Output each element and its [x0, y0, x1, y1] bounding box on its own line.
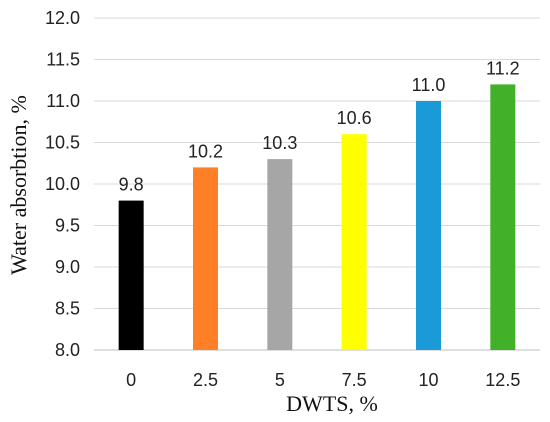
x-axis-ticks: 0 2.5 5 7.5 10 12.5 [126, 370, 520, 390]
x-tick-label: 0 [126, 370, 136, 390]
y-tick-label: 9.5 [55, 216, 80, 236]
x-tick-label: 7.5 [342, 370, 367, 390]
data-label: 11.0 [412, 75, 446, 95]
x-tick-label: 10 [418, 370, 438, 390]
y-tick-label: 8.0 [55, 340, 80, 360]
bar-7.5 [341, 134, 367, 350]
grid-layer [94, 17, 540, 351]
y-tick-label: 9.0 [55, 257, 80, 277]
x-tick-label: 5 [275, 370, 285, 390]
y-tick-label: 12.0 [45, 8, 80, 28]
bars [118, 84, 516, 351]
y-tick-label: 11.5 [46, 50, 80, 70]
y-tick-label: 11.0 [46, 91, 80, 111]
y-axis-title: Water absorbtion, % [6, 95, 31, 275]
data-label: 10.3 [262, 133, 297, 153]
bar-12.5 [490, 84, 516, 351]
data-label: 9.8 [119, 175, 144, 195]
bar-0 [118, 200, 144, 350]
y-tick-label: 10.5 [45, 133, 80, 153]
x-axis-title: DWTS, % [286, 391, 378, 416]
y-axis-ticks: 8.0 8.5 9.0 9.5 10.0 10.5 11.0 11.5 12.0 [45, 8, 80, 360]
data-label: 10.6 [337, 108, 372, 128]
data-label: 10.2 [188, 141, 223, 161]
y-tick-label: 10.0 [45, 174, 80, 194]
data-labels: 9.8 10.2 10.3 10.6 11.0 11.2 [119, 58, 520, 194]
bar-2.5 [193, 167, 218, 350]
x-tick-label: 2.5 [193, 370, 218, 390]
x-tick-label: 12.5 [485, 370, 520, 390]
bar-10 [416, 101, 441, 350]
data-label: 11.2 [486, 58, 520, 78]
bar-5 [267, 159, 293, 350]
y-tick-label: 8.5 [55, 299, 80, 319]
